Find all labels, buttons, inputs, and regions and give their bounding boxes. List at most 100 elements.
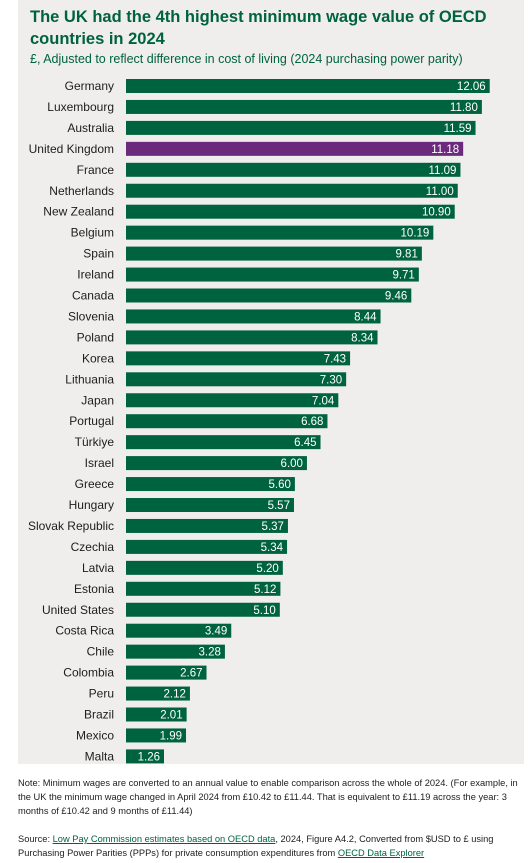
bar-israel: [126, 456, 307, 471]
value-label-czechia: 5.34: [261, 542, 284, 554]
category-label-ireland: Ireland: [77, 268, 114, 282]
value-label-united-states: 5.10: [253, 605, 275, 617]
value-label-slovenia: 8.44: [354, 311, 377, 323]
category-label-mexico: Mexico: [76, 728, 114, 742]
bar-colombia: [126, 665, 207, 680]
value-label-portugal: 6.68: [301, 416, 323, 428]
category-label-belgium: Belgium: [71, 226, 114, 240]
bar-peru: [126, 686, 190, 701]
category-label-lithuania: Lithuania: [65, 372, 114, 386]
value-label-poland: 8.34: [351, 332, 374, 344]
bar-hungary: [126, 498, 294, 512]
value-label-canada: 9.46: [385, 291, 407, 303]
source-line: Source: Low Pay Commission estimates bas…: [18, 832, 528, 860]
bar-poland: [126, 330, 378, 345]
category-label-luxembourg: Luxembourg: [47, 100, 114, 114]
value-label-belgium: 10.19: [401, 228, 430, 240]
source-link-lpc[interactable]: Low Pay Commission estimates based on OE…: [52, 834, 276, 844]
category-label-slovenia: Slovenia: [68, 309, 114, 323]
value-label-greece: 5.60: [268, 479, 290, 491]
category-label-colombia: Colombia: [63, 666, 114, 680]
category-label-japan: Japan: [81, 393, 114, 407]
category-label-malta: Malta: [85, 749, 115, 763]
bar-costa-rica: [126, 623, 232, 638]
category-label-czechia: Czechia: [71, 540, 115, 554]
bar-netherlands: [126, 183, 458, 198]
bar-latvia: [126, 560, 283, 575]
category-label-estonia: Estonia: [74, 582, 114, 596]
category-label-latvia: Latvia: [82, 561, 114, 575]
value-label-peru: 2.12: [164, 689, 186, 701]
value-label-lithuania: 7.30: [320, 374, 342, 386]
bar-slovenia: [126, 309, 381, 324]
value-label-netherlands: 11.00: [426, 186, 454, 198]
value-label-chile: 3.28: [199, 647, 221, 659]
bar-greece: [126, 477, 295, 492]
bar-germany: [126, 79, 490, 93]
value-label-t-rkiye: 6.45: [294, 437, 316, 449]
bar-t-rkiye: [126, 435, 321, 450]
source-prefix: Source:: [18, 834, 53, 844]
bar-spain: [126, 246, 422, 261]
category-label-portugal: Portugal: [69, 414, 114, 428]
value-label-japan: 7.04: [312, 395, 335, 407]
category-label-poland: Poland: [77, 330, 114, 344]
bar-lithuania: [126, 372, 347, 387]
value-label-brazil: 2.01: [160, 710, 182, 722]
chart-subtitle: £, Adjusted to reflect difference in cos…: [30, 52, 463, 66]
category-label-united-kingdom: United Kingdom: [29, 142, 114, 156]
category-label-slovak-republic: Slovak Republic: [28, 519, 114, 533]
value-label-colombia: 2.67: [180, 668, 202, 680]
chart-title: The UK had the 4th highest minimum wage …: [30, 8, 487, 48]
category-label-greece: Greece: [75, 477, 115, 491]
category-label-korea: Korea: [82, 351, 114, 365]
bar-korea: [126, 351, 351, 366]
bar-canada: [126, 288, 412, 303]
value-label-korea: 7.43: [324, 353, 346, 365]
value-label-israel: 6.00: [281, 458, 303, 470]
bar-czechia: [126, 539, 288, 554]
bar-united-states: [126, 602, 280, 617]
value-label-france: 11.09: [429, 165, 457, 177]
bar-france: [126, 162, 461, 177]
category-label-netherlands: Netherlands: [49, 184, 114, 198]
value-label-germany: 12.06: [457, 81, 486, 93]
bar-australia: [126, 120, 476, 135]
bar-luxembourg: [126, 99, 482, 114]
value-label-estonia: 5.12: [254, 584, 276, 596]
bar-chart: Germany 12.06 Luxembourg 11.80 Australia 11.5…: [28, 79, 490, 764]
bar-malta: [126, 749, 164, 764]
value-label-luxembourg: 11.80: [450, 102, 478, 114]
value-label-slovak-republic: 5.37: [262, 521, 284, 533]
bar-slovak-republic: [126, 518, 288, 533]
bar-brazil: [126, 707, 187, 722]
bar-ireland: [126, 267, 419, 282]
bar-belgium: [126, 225, 434, 240]
bar-united-kingdom: [126, 141, 464, 156]
bar-portugal: [126, 414, 328, 429]
value-label-australia: 11.59: [444, 123, 472, 135]
bar-chile: [126, 644, 225, 659]
source-link-oecd[interactable]: OECD Data Explorer: [337, 848, 425, 858]
category-label-t-rkiye: Türkiye: [75, 435, 115, 449]
bar-japan: [126, 393, 339, 408]
value-label-costa-rica: 3.49: [205, 626, 227, 638]
category-label-spain: Spain: [83, 247, 114, 261]
category-label-israel: Israel: [85, 456, 114, 470]
category-label-hungary: Hungary: [69, 498, 114, 512]
category-label-canada: Canada: [72, 289, 114, 303]
value-label-spain: 9.81: [395, 249, 417, 261]
category-label-peru: Peru: [89, 687, 114, 701]
bar-mexico: [126, 728, 187, 743]
value-label-new-zealand: 10.90: [422, 207, 451, 219]
category-label-chile: Chile: [87, 645, 115, 659]
category-label-united-states: United States: [42, 603, 114, 617]
bar-new-zealand: [126, 204, 455, 219]
category-label-costa-rica: Costa Rica: [55, 624, 114, 638]
category-label-france: France: [77, 163, 115, 177]
footnote: Note: Minimum wages are converted to an …: [18, 778, 518, 816]
value-label-united-kingdom: 11.18: [431, 144, 459, 156]
value-label-hungary: 5.57: [268, 500, 290, 512]
category-label-brazil: Brazil: [84, 708, 114, 722]
bar-estonia: [126, 581, 281, 596]
